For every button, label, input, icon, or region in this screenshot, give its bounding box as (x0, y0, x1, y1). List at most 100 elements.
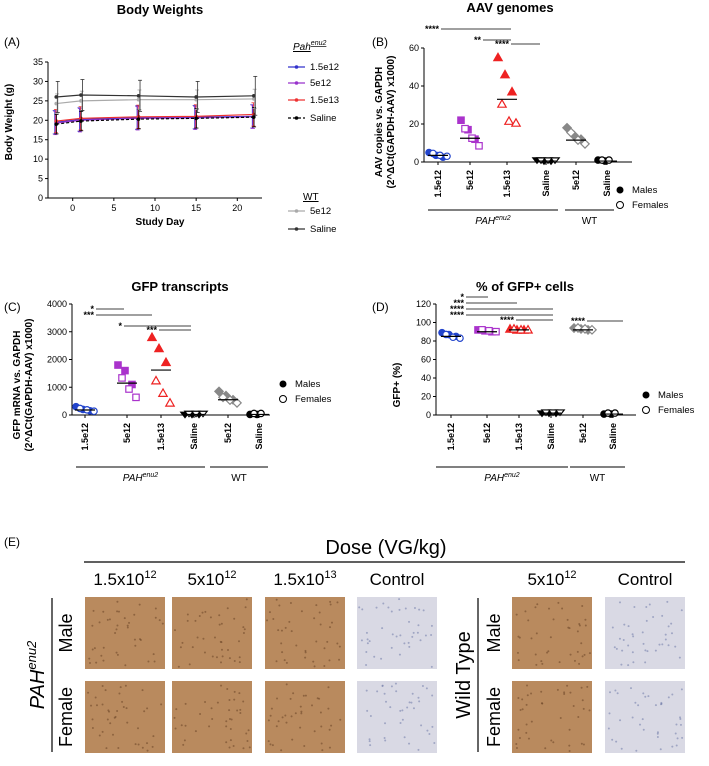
nucleus-dot (161, 622, 164, 625)
nucleus-dot (236, 709, 239, 712)
nucleus-dot (304, 656, 307, 659)
nucleus-dot (181, 641, 184, 644)
nucleus-dot (328, 659, 331, 662)
nucleus-dot (329, 600, 332, 603)
nucleus-dot (422, 609, 425, 612)
nucleus-dot (91, 648, 94, 651)
nucleus-dot (95, 661, 98, 664)
data-point (150, 375, 162, 385)
nucleus-dot (544, 747, 547, 750)
nucleus-dot (177, 665, 180, 668)
nucleus-dot (173, 716, 176, 719)
nucleus-dot (141, 746, 144, 749)
nucleus-dot (321, 749, 324, 752)
nucleus-dot (403, 642, 406, 645)
significance-mark: *** (83, 310, 94, 320)
nucleus-dot (116, 710, 119, 713)
x-tick-label: 5e12 (578, 423, 588, 443)
nucleus-dot (563, 692, 566, 695)
legend-group-wt: WT (303, 192, 319, 203)
nucleus-dot (530, 692, 533, 695)
nucleus-dot (366, 642, 369, 645)
nucleus-dot (381, 627, 384, 630)
nucleus-dot (104, 689, 107, 692)
nucleus-dot (121, 700, 124, 703)
data-point (475, 142, 483, 150)
nucleus-dot (215, 656, 218, 659)
nucleus-dot (95, 704, 98, 707)
nucleus-dot (607, 727, 610, 730)
y-tick-label: 0 (62, 410, 67, 420)
nucleus-dot (266, 619, 269, 622)
data-point (579, 138, 591, 149)
nucleus-dot (417, 624, 420, 627)
data-point (153, 342, 165, 353)
nucleus-dot (525, 703, 528, 706)
dose-header: Dose (VG/kg) (325, 537, 446, 559)
nucleus-dot (269, 714, 272, 717)
nucleus-dot (578, 624, 581, 627)
nucleus-dot (525, 723, 528, 726)
histology-grid: 1.5x1012 5x1012 1.5x1013 Control 5x1012 Contr… (24, 569, 685, 753)
nucleus-dot (194, 730, 197, 733)
nucleus-dot (180, 724, 183, 727)
x-tick-label: Saline (546, 423, 556, 450)
y-tick-label: 60 (409, 43, 419, 53)
nucleus-dot (526, 694, 529, 697)
nucleus-dot (323, 647, 326, 650)
histology-tile (357, 681, 437, 753)
nucleus-dot (569, 653, 572, 656)
column-header: 5x1012 (527, 569, 576, 589)
nucleus-dot (229, 739, 232, 742)
nucleus-dot (242, 626, 245, 629)
nucleus-dot (116, 610, 119, 613)
y-tick-label: 20 (409, 119, 419, 129)
nucleus-dot (552, 618, 555, 621)
significance-mark: *** (146, 325, 157, 335)
legend-marker-a (294, 227, 299, 231)
nucleus-dot (398, 653, 401, 656)
group-label-pah-e: PAHenu2 (24, 640, 49, 709)
nucleus-dot (126, 624, 129, 627)
nucleus-dot (280, 749, 283, 752)
nucleus-dot (527, 737, 530, 740)
nucleus-dot (102, 646, 105, 649)
nucleus-dot (93, 647, 96, 650)
data-point-a (79, 119, 83, 123)
nucleus-dot (244, 606, 247, 609)
nucleus-dot (133, 638, 136, 641)
nucleus-dot (615, 740, 618, 743)
significance-mark: * (118, 321, 122, 331)
nucleus-dot (134, 743, 137, 746)
nucleus-dot (238, 692, 241, 695)
nucleus-dot (116, 624, 119, 627)
legend-marker-a (294, 81, 299, 85)
nucleus-dot (674, 732, 677, 735)
nucleus-dot (239, 708, 242, 711)
nucleus-dot (674, 645, 677, 648)
nucleus-dot (656, 735, 659, 738)
nucleus-dot (680, 688, 683, 691)
nucleus-dot (270, 707, 273, 710)
nucleus-dot (116, 600, 119, 603)
panel-label-e: (E) (4, 535, 20, 549)
nucleus-dot (291, 738, 294, 741)
nucleus-dot (328, 728, 331, 731)
panel-d: (D) % of GFP+ cells GFP+ (%) 0 20 40 60 80 10… (372, 279, 695, 484)
nucleus-dot (247, 729, 250, 732)
nucleus-dot (627, 625, 630, 628)
nucleus-dot (535, 663, 538, 666)
x-tick-label: 1.5e13 (514, 423, 524, 451)
nucleus-dot (411, 692, 414, 695)
nucleus-dot (91, 718, 94, 721)
row-label-male-pah: Male (56, 613, 76, 652)
nucleus-dot (616, 692, 619, 695)
data-point (604, 409, 612, 417)
nucleus-dot (88, 661, 91, 664)
nucleus-dot (109, 722, 112, 725)
nucleus-dot (581, 655, 584, 658)
nucleus-dot (667, 696, 670, 699)
nucleus-dot (91, 624, 94, 627)
panel-a: (A) Body Weights Study Day Body Weight (… (4, 2, 339, 235)
nucleus-dot (656, 732, 659, 735)
